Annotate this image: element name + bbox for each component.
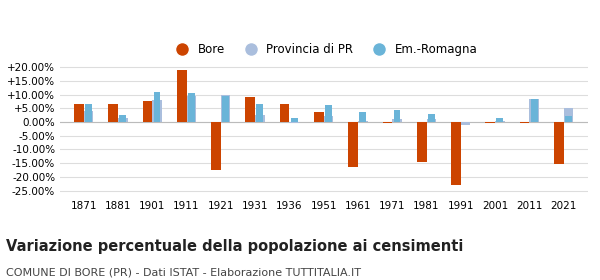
Bar — [428, 114, 435, 122]
Bar — [529, 99, 539, 122]
Legend: Bore, Provincia di PR, Em.-Romagna: Bore, Provincia di PR, Em.-Romagna — [166, 38, 482, 60]
Bar — [394, 109, 400, 122]
Bar — [188, 93, 195, 122]
Bar — [495, 121, 505, 122]
Bar — [417, 122, 427, 162]
Bar — [451, 122, 461, 185]
Bar — [359, 112, 366, 122]
Bar — [152, 100, 162, 122]
Bar — [74, 104, 83, 122]
Bar — [565, 116, 572, 122]
Bar — [496, 118, 503, 122]
Bar — [314, 111, 323, 122]
Bar — [531, 99, 538, 122]
Bar — [563, 108, 573, 122]
Text: COMUNE DI BORE (PR) - Dati ISTAT - Elaborazione TUTTITALIA.IT: COMUNE DI BORE (PR) - Dati ISTAT - Elabo… — [6, 267, 361, 277]
Bar — [222, 96, 229, 122]
Bar — [245, 97, 255, 122]
Bar — [461, 122, 470, 125]
Bar — [118, 118, 128, 122]
Bar — [323, 116, 333, 122]
Bar — [554, 122, 563, 164]
Bar — [485, 122, 495, 123]
Bar — [83, 111, 93, 122]
Bar — [520, 122, 529, 123]
Bar — [289, 122, 299, 123]
Bar — [85, 104, 92, 122]
Text: Variazione percentuale della popolazione ai censimenti: Variazione percentuale della popolazione… — [6, 239, 463, 255]
Bar — [221, 95, 230, 122]
Bar — [187, 96, 196, 122]
Bar — [349, 122, 358, 167]
Bar — [325, 106, 332, 122]
Bar — [392, 119, 402, 122]
Bar — [211, 122, 221, 170]
Bar — [177, 70, 187, 122]
Bar — [291, 118, 298, 122]
Bar — [109, 104, 118, 122]
Bar — [256, 104, 263, 122]
Bar — [143, 101, 152, 122]
Bar — [119, 115, 126, 122]
Bar — [358, 121, 368, 122]
Bar — [280, 104, 289, 122]
Bar — [255, 115, 265, 122]
Bar — [154, 92, 160, 122]
Bar — [383, 122, 392, 123]
Bar — [427, 119, 436, 122]
